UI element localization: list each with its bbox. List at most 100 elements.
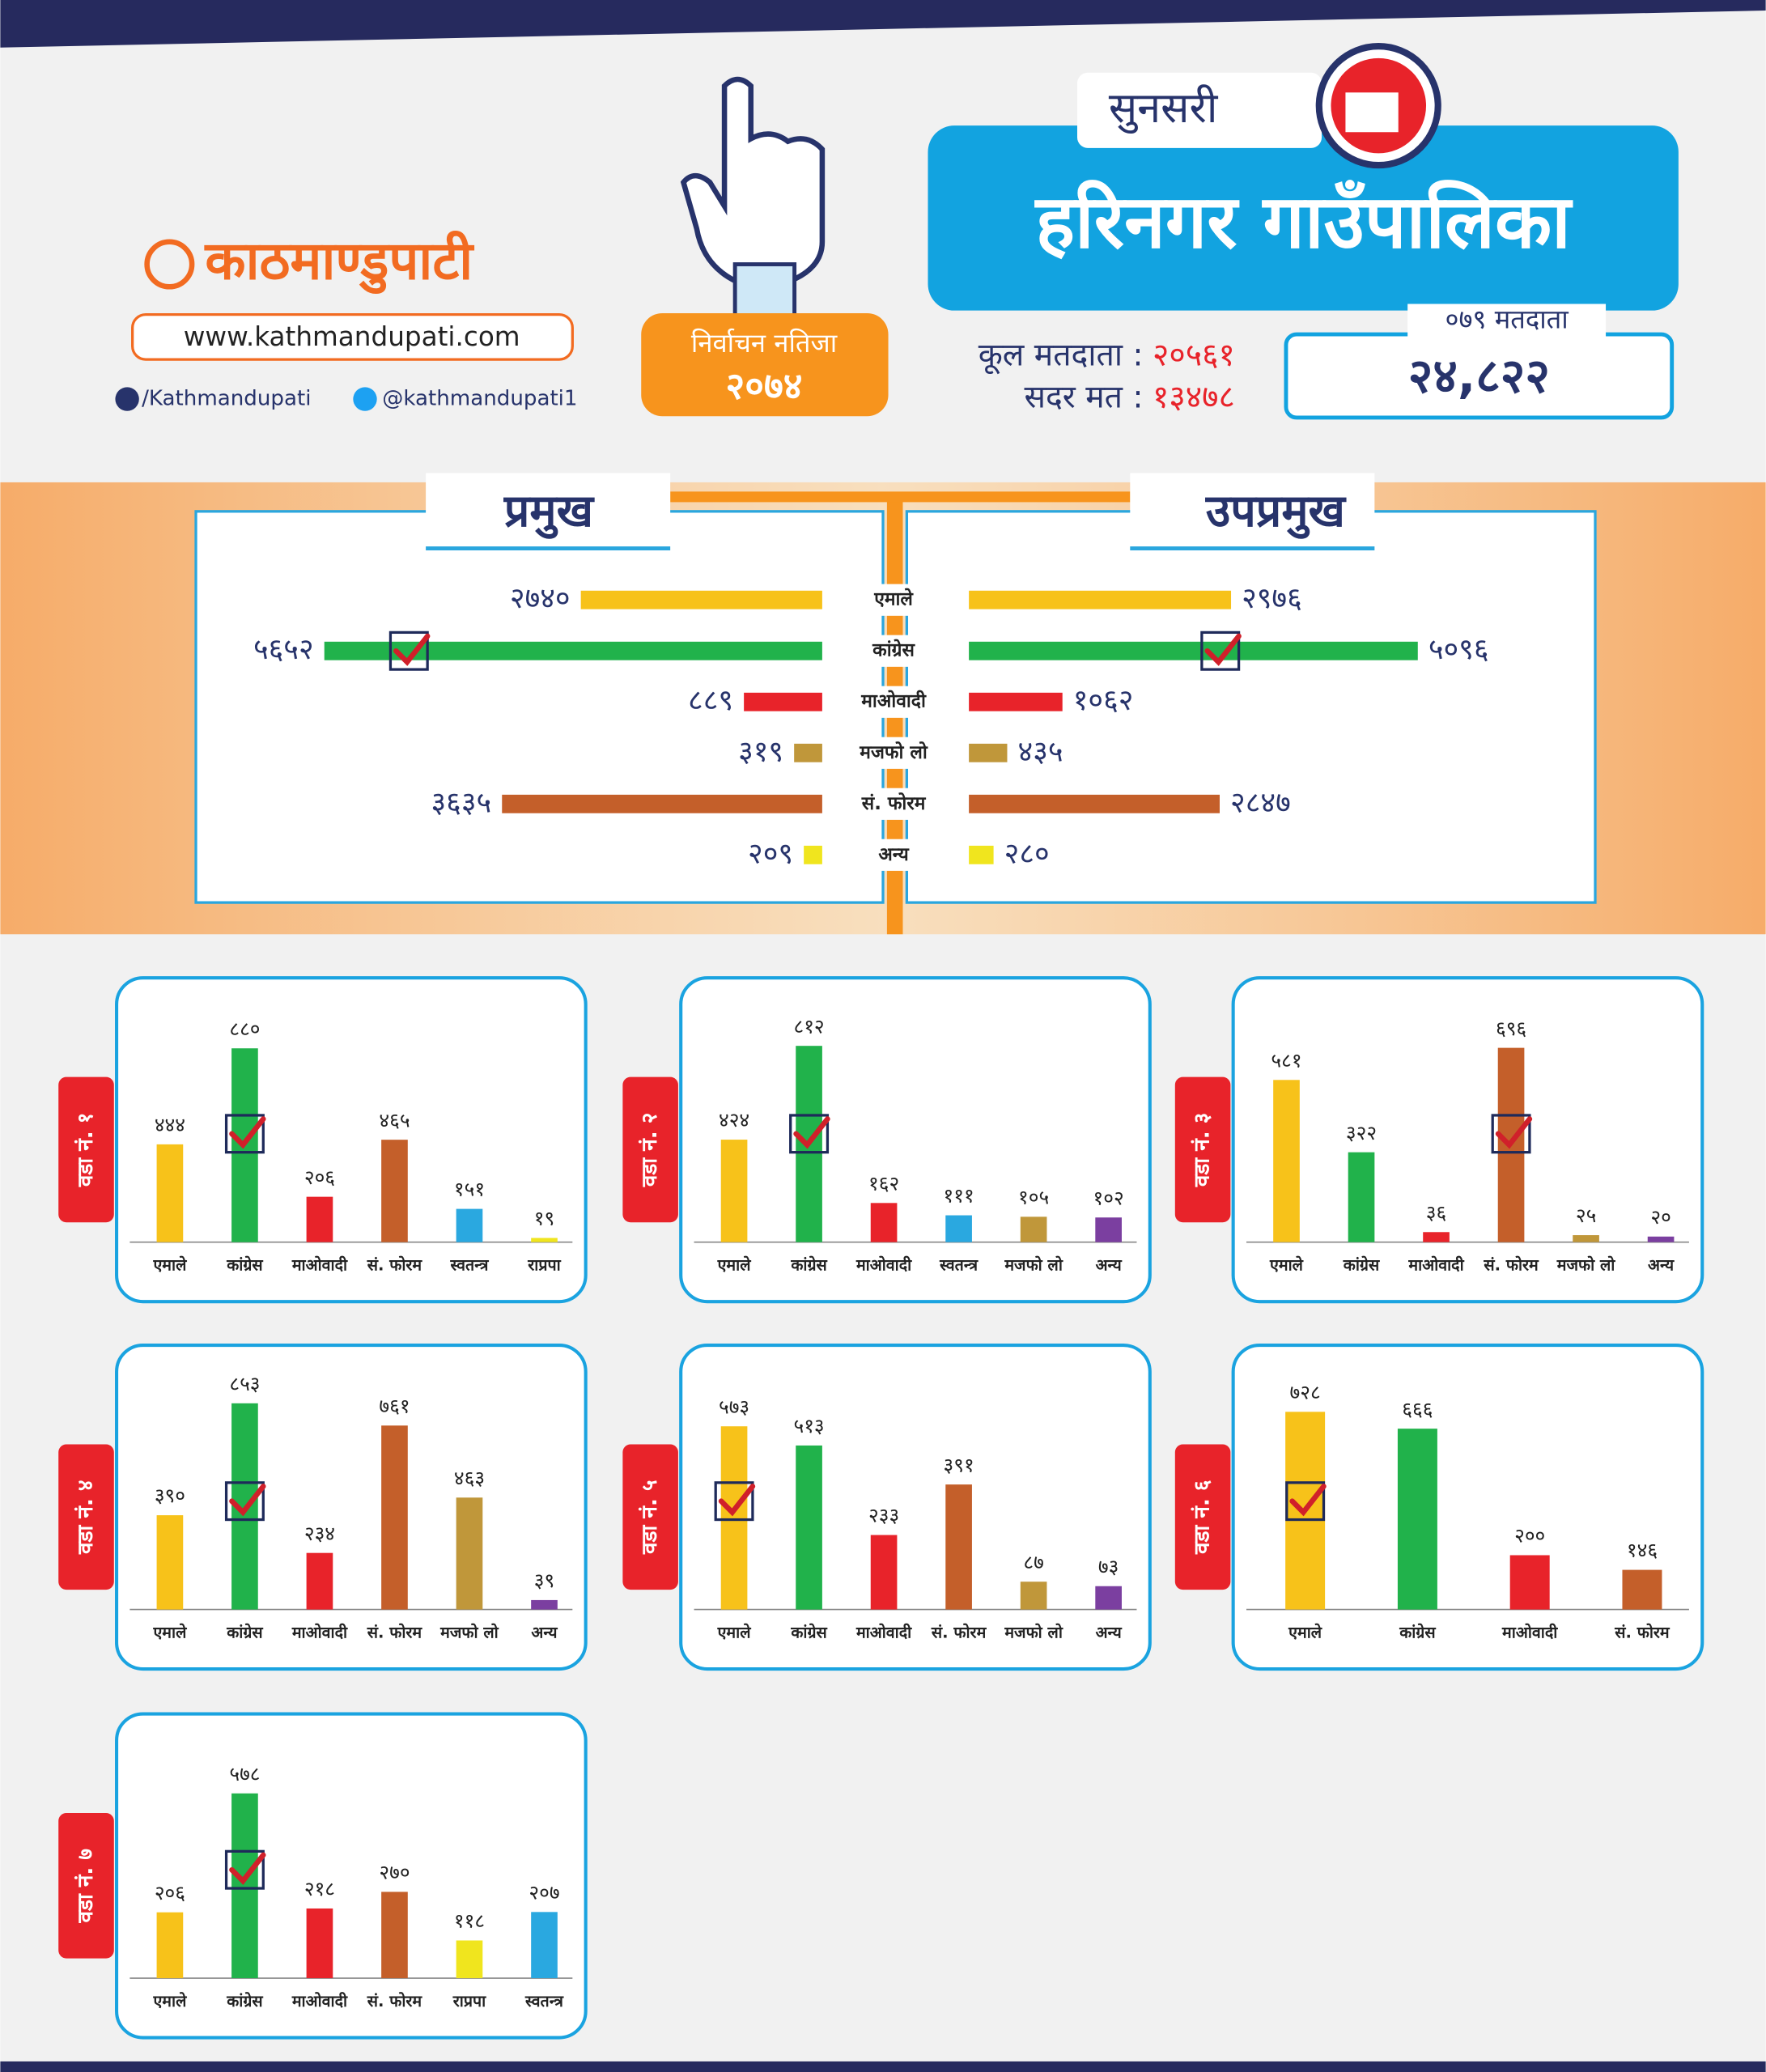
value-label: ७६१	[379, 1394, 410, 1417]
ward-panel	[1231, 976, 1704, 1304]
winner-box	[224, 1849, 265, 1890]
bar	[456, 1208, 483, 1242]
bar	[1509, 1555, 1550, 1610]
value-label: ८७	[1023, 1550, 1043, 1573]
sleeve	[732, 262, 797, 320]
category-label: माओवादी	[291, 1256, 348, 1275]
district: सुनसरी	[1109, 84, 1219, 134]
section-title: उपप्रमुख	[1205, 485, 1348, 539]
badge-year: २०७४	[726, 365, 803, 408]
category-label: एमाले	[1269, 1256, 1304, 1275]
ward-tab	[58, 1444, 114, 1590]
voters-079-label: ०७९ मतदाता	[1445, 304, 1569, 335]
value-label: २०६	[155, 1881, 185, 1904]
ward-tab	[1174, 1076, 1231, 1223]
winner-tick	[229, 1116, 266, 1149]
winner-box	[1285, 1481, 1326, 1522]
bar	[381, 1892, 408, 1979]
value-label: ४३५	[1018, 735, 1063, 768]
category-label: सं. फोरम	[861, 792, 927, 814]
bar	[945, 1215, 972, 1242]
winner-tick	[1289, 1484, 1327, 1517]
valid-votes-label: सदर मत :	[1024, 380, 1143, 416]
category-label: एमाले	[152, 1992, 187, 2010]
bar	[1348, 1152, 1375, 1242]
value-label: १९	[534, 1207, 554, 1230]
bar	[156, 1144, 184, 1242]
category-label: राप्रपा	[527, 1256, 561, 1275]
bar	[969, 641, 1418, 660]
voters-079-label-bg	[1407, 304, 1607, 338]
bar	[580, 590, 822, 609]
value-label: २०६	[304, 1166, 335, 1189]
bar	[794, 743, 822, 762]
value-label: ४२४	[719, 1108, 749, 1132]
value-label: ७२८	[1290, 1380, 1321, 1403]
value-label: २९७६	[1242, 582, 1302, 615]
bar	[945, 1484, 972, 1610]
bar	[969, 743, 1008, 762]
value-label: ५८१	[1271, 1048, 1301, 1072]
ward-panel	[115, 976, 588, 1304]
winner-tick	[718, 1484, 756, 1517]
category-label: एमाले	[717, 1623, 752, 1641]
bar	[969, 845, 994, 864]
category-label: सं. फोरम	[367, 1623, 423, 1641]
facebook: /Kathmandupati	[142, 387, 311, 411]
category-box	[847, 635, 940, 667]
ward-panel	[1231, 1344, 1704, 1671]
value-label: ४६३	[454, 1466, 485, 1489]
category-label: माओवादी	[1501, 1623, 1558, 1641]
value-label: ७३	[1098, 1555, 1119, 1578]
category-box	[847, 839, 940, 871]
ward-title: वडा नं. ७	[74, 1849, 98, 1923]
bar	[456, 1497, 483, 1610]
value-label: २०९	[748, 837, 793, 870]
municipality-box	[928, 125, 1679, 311]
value-label: ८१२	[793, 1014, 824, 1038]
category-label: अन्य	[531, 1623, 558, 1641]
ward-title: वडा नं. ५	[638, 1480, 662, 1555]
category-label: स्वतन्त्र	[524, 1992, 564, 2010]
value-label: ११८	[454, 1909, 485, 1933]
value-label: ५६५२	[253, 633, 314, 666]
deputy-tab	[1130, 473, 1375, 549]
bar	[870, 1203, 898, 1242]
ward-tab	[622, 1076, 678, 1223]
winner-box	[789, 1114, 830, 1154]
bar	[381, 1140, 408, 1242]
value-label: ३९	[534, 1569, 554, 1592]
winner-tick	[229, 1852, 266, 1885]
bar	[1273, 1080, 1300, 1242]
category-label: कांग्रेस	[226, 1623, 263, 1641]
section-title: प्रमुख	[503, 485, 596, 539]
value-label: ४६५	[379, 1108, 410, 1132]
ward-title: वडा नं. ३	[1191, 1113, 1215, 1187]
bar	[531, 1599, 558, 1610]
value-label: ३२२	[1346, 1121, 1377, 1144]
value-label: १११	[944, 1184, 974, 1208]
bar	[531, 1238, 558, 1242]
winner-box	[1491, 1114, 1531, 1154]
value-label: २७०	[379, 1861, 410, 1884]
value-label: १५१	[454, 1178, 485, 1201]
bar	[306, 1196, 333, 1242]
bar	[969, 794, 1220, 813]
mayor-tab	[426, 473, 671, 549]
ward-panel	[115, 1344, 588, 1671]
bar	[156, 1912, 184, 1979]
value-label: २०	[1650, 1205, 1670, 1229]
ward-panel	[115, 1712, 588, 2040]
district-pill	[1077, 72, 1322, 148]
bar	[969, 692, 1063, 711]
bar	[1647, 1236, 1675, 1242]
value-label: २०७	[529, 1880, 559, 1904]
value-label: ६६६	[1402, 1397, 1433, 1420]
bar	[870, 1535, 898, 1610]
winner-tick	[793, 1116, 830, 1149]
ballot	[1345, 92, 1399, 133]
ward-tab	[58, 1076, 114, 1223]
value-label: २५	[1576, 1204, 1596, 1227]
category-label: सं. फोरम	[1483, 1256, 1539, 1275]
